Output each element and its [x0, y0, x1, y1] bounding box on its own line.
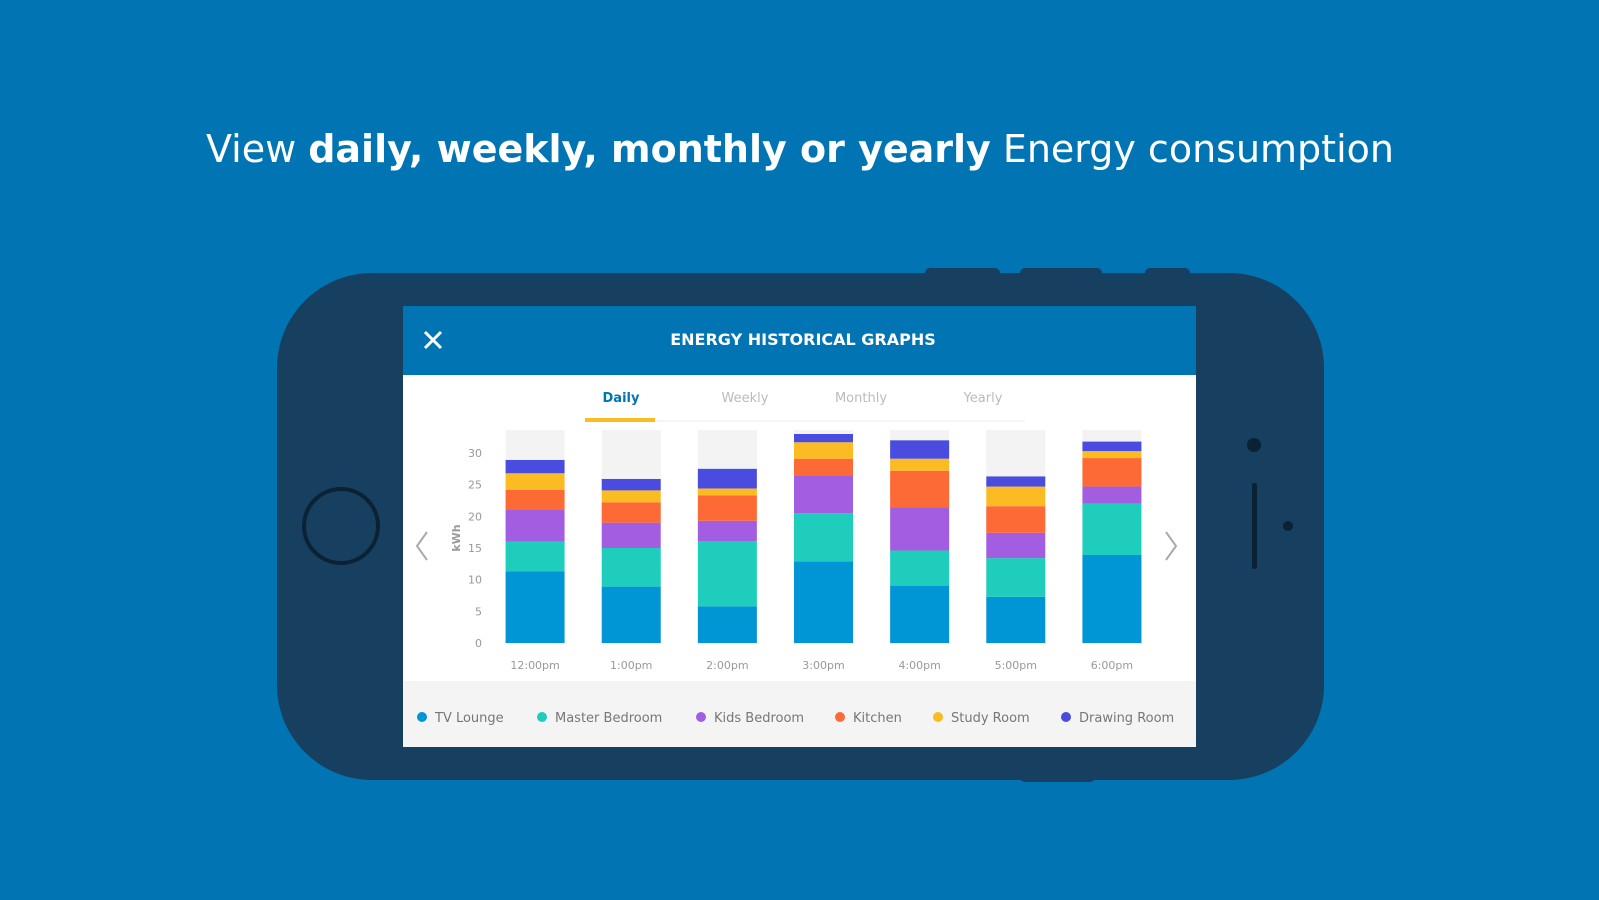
bar-segment	[986, 532, 1046, 559]
x-tick-label: 3:00pm	[802, 659, 844, 672]
x-tick-label: 4:00pm	[898, 659, 940, 672]
bar-segment	[697, 520, 757, 542]
bar-segment	[1082, 441, 1142, 452]
x-tick-label: 2:00pm	[706, 659, 748, 672]
y-tick-label: 30	[468, 447, 482, 460]
headline-prefix: View	[206, 127, 296, 171]
bar-segment	[890, 586, 950, 643]
y-axis-label: kWh	[450, 524, 463, 551]
bar-segment	[505, 473, 565, 490]
bar-segment	[601, 490, 661, 503]
bar-segment	[890, 458, 950, 471]
legend-label: Master Bedroom	[555, 711, 662, 726]
headline: View daily, weekly, monthly or yearly Ener…	[206, 127, 1394, 171]
legend-swatch	[933, 712, 943, 722]
bar-segment	[794, 475, 853, 514]
x-tick-label: 6:00pm	[1091, 659, 1133, 672]
legend-swatch	[417, 712, 427, 722]
legend-label: TV Lounge	[434, 711, 504, 726]
x-tick-label: 12:00pm	[510, 659, 559, 672]
camera	[1247, 438, 1261, 452]
x-tick-label: 1:00pm	[610, 659, 652, 672]
bar-segment	[1082, 554, 1142, 643]
bar-segment	[601, 522, 661, 548]
next-arrow[interactable]	[1165, 531, 1178, 561]
bar-segment	[890, 470, 950, 508]
legend-swatch	[835, 712, 845, 722]
bar-segment	[505, 459, 565, 474]
tab[interactable]: Yearly	[963, 391, 1003, 406]
bar-segment	[794, 561, 853, 643]
y-tick-label: 20	[468, 510, 482, 523]
app-header	[403, 306, 1196, 375]
y-tick-label: 15	[468, 542, 482, 555]
bar-segment	[890, 550, 950, 586]
bar-segment	[890, 507, 950, 551]
bar-segment	[986, 476, 1046, 487]
bar-segment	[1082, 451, 1142, 459]
legend-swatch	[537, 712, 547, 722]
bar-segment	[601, 502, 661, 523]
bar-segment	[505, 541, 565, 572]
bar-segment	[505, 510, 565, 542]
speaker	[1252, 483, 1257, 569]
legend-label: Kitchen	[853, 711, 902, 726]
y-tick-label: 25	[468, 479, 482, 492]
headline-suffix: Energy consumption	[1003, 127, 1394, 171]
close-button[interactable]	[423, 330, 443, 350]
app-title: ENERGY HISTORICAL GRAPHS	[670, 330, 936, 349]
headline-bold: daily, weekly, monthly or yearly	[308, 127, 991, 171]
legend-swatch	[696, 712, 706, 722]
bar-segment	[601, 478, 661, 491]
bar-segment	[1082, 503, 1142, 555]
legend-label: Drawing Room	[1079, 711, 1174, 726]
bar-segment	[794, 434, 853, 443]
bar-segment	[697, 468, 757, 489]
tab[interactable]: Daily	[603, 391, 640, 406]
bar-segment	[697, 606, 757, 643]
prev-arrow[interactable]	[415, 531, 428, 561]
legend-swatch	[1061, 712, 1071, 722]
tab-indicator	[585, 418, 655, 422]
bar-segment	[505, 489, 565, 510]
bar-segment	[601, 586, 661, 643]
bar-segment	[697, 541, 757, 607]
bar-segment	[794, 458, 853, 476]
bar-segment	[986, 506, 1046, 533]
bar-segment	[986, 486, 1046, 507]
y-tick-label: 5	[475, 605, 482, 618]
bar-segment	[1082, 486, 1142, 504]
bar-segment	[697, 488, 757, 496]
home-button	[302, 487, 380, 565]
bar-segment	[794, 442, 853, 459]
chart: 0 5 10 15 20 25 30 12:00pm 1:00pm 2:00pm 3:00pm 4:0…	[417, 430, 1174, 726]
y-tick-label: 0	[475, 637, 482, 650]
bar-segment	[697, 495, 757, 521]
legend-label: Study Room	[951, 711, 1030, 726]
bar-segment	[890, 440, 950, 459]
legend-label: Kids Bedroom	[714, 711, 804, 726]
tab[interactable]: Monthly	[835, 391, 887, 406]
y-tick-label: 10	[468, 574, 482, 587]
bar-segment	[986, 596, 1046, 643]
tab[interactable]: Weekly	[722, 391, 769, 406]
sensor	[1283, 521, 1293, 531]
bar-segment	[986, 558, 1046, 597]
bar-segment	[505, 571, 565, 643]
bar-segment	[1082, 458, 1142, 487]
bar-segment	[794, 513, 853, 562]
x-tick-label: 5:00pm	[995, 659, 1037, 672]
bar-segment	[601, 548, 661, 587]
